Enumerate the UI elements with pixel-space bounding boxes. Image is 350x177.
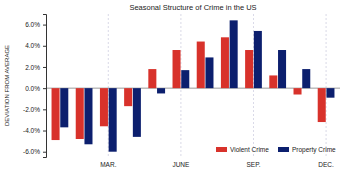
x-axis: MAR. JUNE SEP. DEC.	[60, 157, 334, 168]
x-tick-label: MAR.	[100, 161, 116, 168]
bar	[294, 88, 302, 94]
x-tick-label: JUNE	[172, 161, 190, 168]
bar	[133, 88, 141, 137]
y-tick: 4.0%	[25, 42, 46, 49]
bar	[60, 88, 68, 127]
legend-swatch	[216, 147, 227, 152]
bar	[230, 20, 238, 88]
legend-item: Violent Crime	[216, 146, 269, 153]
bar	[326, 88, 334, 98]
bar	[109, 88, 117, 152]
x-tick-label: SEP.	[247, 161, 261, 168]
x-tick: MAR.	[100, 157, 116, 168]
legend-swatch	[278, 147, 289, 152]
y-tick-mark	[43, 109, 46, 110]
y-tick-label: 4.0%	[25, 42, 40, 49]
legend-label: Violent Crime	[230, 146, 269, 153]
bar	[269, 75, 277, 88]
x-tick: JUNE	[172, 157, 190, 168]
y-tick-mark	[43, 152, 46, 153]
y-tick-mark	[43, 131, 46, 132]
bar	[100, 88, 108, 126]
bar	[254, 31, 262, 88]
grid	[108, 14, 326, 157]
bar	[157, 88, 165, 93]
y-tick: -4.0%	[23, 127, 46, 134]
bar	[173, 50, 181, 88]
y-axis-line	[43, 15, 47, 158]
legend: Violent Crime Property Crime	[216, 146, 336, 154]
title: Seasonal Structure of Crime in the US	[129, 3, 256, 12]
bar	[205, 57, 213, 88]
y-tick-label: -4.0%	[23, 127, 40, 134]
y-tick: 6.0%	[25, 21, 46, 28]
y-tick-label: 6.0%	[25, 21, 40, 28]
bar	[302, 69, 310, 88]
bar	[221, 37, 229, 88]
chart: -6.0% -4.0% -2.0% 0.0% 2.0% 4.0% 6.0% MAR. JUNE S…	[0, 0, 350, 177]
y-tick-label: -6.0%	[23, 148, 40, 155]
bar	[278, 50, 286, 88]
x-tick: DEC.	[318, 157, 334, 168]
bar	[124, 88, 132, 106]
legend-label: Property Crime	[292, 146, 336, 154]
y-tick-mark	[43, 67, 46, 68]
bar	[52, 88, 60, 140]
y-axis: -6.0% -4.0% -2.0% 0.0% 2.0% 4.0% 6.0%	[23, 15, 46, 158]
x-tick-label: DEC.	[318, 161, 334, 168]
bar	[318, 88, 326, 122]
y-tick-label: -2.0%	[23, 106, 40, 113]
y-tick-mark	[43, 88, 46, 89]
bar	[148, 69, 156, 88]
plot: -6.0% -4.0% -2.0% 0.0% 2.0% 4.0% 6.0% MAR. JUNE S…	[23, 14, 340, 168]
y-tick: 2.0%	[25, 64, 46, 71]
bar	[181, 70, 189, 88]
bar	[76, 88, 84, 139]
legend-item: Property Crime	[278, 146, 336, 154]
y-tick-mark	[43, 25, 46, 26]
y-axis-title: DEVIATION FROM AVERAGE	[4, 45, 10, 126]
x-tick: SEP.	[247, 157, 261, 168]
y-tick: -6.0%	[23, 148, 46, 155]
y-tick-label: 2.0%	[25, 64, 40, 71]
bars	[52, 20, 335, 151]
grid-line	[326, 14, 327, 157]
y-tick-mark	[43, 46, 46, 47]
y-tick: 0.0%	[25, 85, 46, 92]
y-tick: -2.0%	[23, 106, 46, 113]
bar	[245, 50, 253, 88]
bar	[84, 88, 92, 144]
bar	[197, 42, 205, 89]
y-tick-label: 0.0%	[25, 85, 40, 92]
